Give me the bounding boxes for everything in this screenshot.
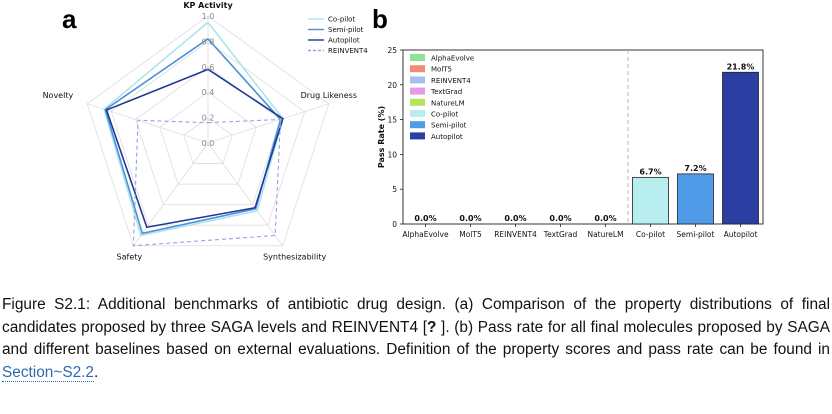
bar-legend-swatch-reinvent4	[410, 76, 425, 84]
radar-axis-label-novelty: Novelty	[43, 91, 74, 100]
radar-grid-ring	[110, 40, 306, 226]
radar-chart: 0.0 0.2 0.4 0.6 0.8 1.0 KP Activity Drug Likene…	[43, 1, 357, 262]
caption-middle: ]. (b) Pass rate for all final molecules…	[2, 318, 830, 359]
radar-axis-label-synthesizability: Synthesizability	[263, 253, 326, 262]
radar-tick-label: 1.0	[202, 12, 215, 21]
bar-chart: 0 5 10 15 20 25 Pass Rate (%) 0.0% AlphaEvolve 0.…	[377, 46, 764, 239]
bar-legend-label: Autopilot	[431, 133, 463, 141]
radar-series-autopilot	[105, 68, 284, 229]
bar-value-label-naturelm: 0.0%	[594, 214, 616, 223]
bar-legend: AlphaEvolve MolT5 REINVENT4 TextGrad NatureL…	[410, 54, 474, 141]
bar-value-label-textgrad: 0.0%	[549, 214, 571, 223]
caption-prefix: Figure S2.1: Additional benchmarks of an…	[2, 296, 830, 336]
bar-y-tick-label: 15	[387, 116, 397, 125]
radar-legend-label: Co-pilot	[328, 16, 355, 24]
bar-y-tick-label: 25	[387, 46, 397, 55]
radar-grid-ring	[135, 66, 281, 206]
bar-legend-swatch-alphaevolve	[410, 54, 425, 61]
bar-legend-swatch-semi-pilot	[410, 121, 425, 129]
bar-x-tick-label-textgrad: TextGrad	[543, 230, 578, 239]
bar-plot-frame	[402, 49, 764, 225]
bar-x-tick-label-alphaevolve: AlphaEvolve	[402, 230, 449, 239]
bar-value-label-alphaevolve: 0.0%	[414, 214, 436, 223]
figure: a b 0.0 0.2 0.4 0.6 0.8 1.0 KP Activity Drug Li…	[43, 1, 764, 262]
bar-value-label-semi-pilot: 7.2%	[684, 164, 706, 173]
bar-y-tick-label: 0	[392, 220, 397, 229]
bar-y-axis-label: Pass Rate (%)	[377, 106, 386, 168]
bar-value-label-reinvent4: 0.0%	[504, 214, 526, 223]
radar-legend-label: Autopilot	[328, 37, 360, 45]
bar-co-pilot[interactable]	[632, 176, 669, 225]
radar-grid-ring	[86, 15, 330, 247]
bar-x-tick-label-co-pilot: Co-pilot	[636, 230, 665, 239]
section-link[interactable]: Section~S2.2	[2, 363, 94, 382]
radar-axis-label-safety: Safety	[117, 253, 143, 262]
radar-axis-label-kp-activity: KP Activity	[183, 1, 233, 10]
bar-legend-swatch-molt5	[410, 65, 425, 73]
bar-legend-label: AlphaEvolve	[431, 55, 474, 63]
bar-legend-swatch-textgrad	[410, 87, 425, 95]
bar-x-tick-label-molt5: MolT5	[459, 230, 482, 239]
bar-x-tick-label-semi-pilot: Semi-pilot	[677, 230, 715, 239]
bar-value-label-molt5: 0.0%	[459, 214, 481, 223]
radar-tick-label: 0.6	[202, 63, 215, 72]
radar-legend-label: Semi-pilot	[328, 26, 364, 34]
panel-b-letter: b	[372, 4, 388, 34]
radar-spoke	[207, 103, 329, 144]
bar-legend-label: Semi-pilot	[431, 122, 467, 130]
bar-legend-swatch-autopilot	[410, 132, 425, 140]
radar-tick-label: 0.8	[202, 37, 215, 46]
bar-semi-pilot[interactable]	[677, 173, 714, 225]
radar-spoke	[133, 142, 209, 246]
bar-legend-swatch-naturelm	[410, 98, 425, 106]
bar-legend-swatch-co-pilot	[410, 110, 425, 117]
bar-legend-label: Co-pilot	[431, 111, 458, 119]
bar-legend-label: TextGrad	[430, 88, 462, 96]
bar-y-tick-label: 10	[387, 150, 397, 159]
radar-series-reinvent4	[132, 118, 282, 247]
bar-y-tick-label: 5	[392, 185, 397, 194]
bar-value-label-co-pilot: 6.7%	[639, 167, 661, 176]
bar-legend-label: NatureLM	[431, 99, 465, 107]
radar-legend: Co-pilot Semi-pilot Autopilot REINVENT4	[308, 16, 368, 55]
bar-y-tick-label: 20	[387, 81, 397, 90]
caption-suffix: .	[93, 363, 99, 381]
radar-tick-label: 0.0	[202, 139, 215, 148]
radar-grid-ring	[183, 117, 233, 164]
radar-series-semi-pilot	[104, 37, 282, 235]
bar-x-tick-label-reinvent4: REINVENT4	[494, 230, 537, 239]
radar-tick-label: 0.4	[202, 88, 215, 97]
bar-x-tick-label-autopilot: Autopilot	[724, 230, 758, 239]
radar-tick-label: 0.2	[202, 114, 215, 123]
figure-caption: Figure S2.1: Additional benchmarks of an…	[2, 294, 830, 384]
bar-legend-label: MolT5	[431, 66, 452, 74]
radar-legend-label: REINVENT4	[328, 47, 368, 55]
radar-axis-label-drug-likeness: Drug Likeness	[301, 91, 357, 100]
bar-autopilot[interactable]	[722, 71, 759, 225]
bar-legend-label: REINVENT4	[431, 77, 471, 85]
bar-x-tick-label-naturelm: NatureLM	[587, 230, 623, 239]
radar-spoke	[207, 142, 283, 246]
bar-value-label-autopilot: 21.8%	[727, 62, 755, 71]
panel-a-letter: a	[62, 4, 77, 34]
radar-series-co-pilot	[103, 21, 284, 237]
caption-reference[interactable]: ?	[426, 318, 437, 336]
